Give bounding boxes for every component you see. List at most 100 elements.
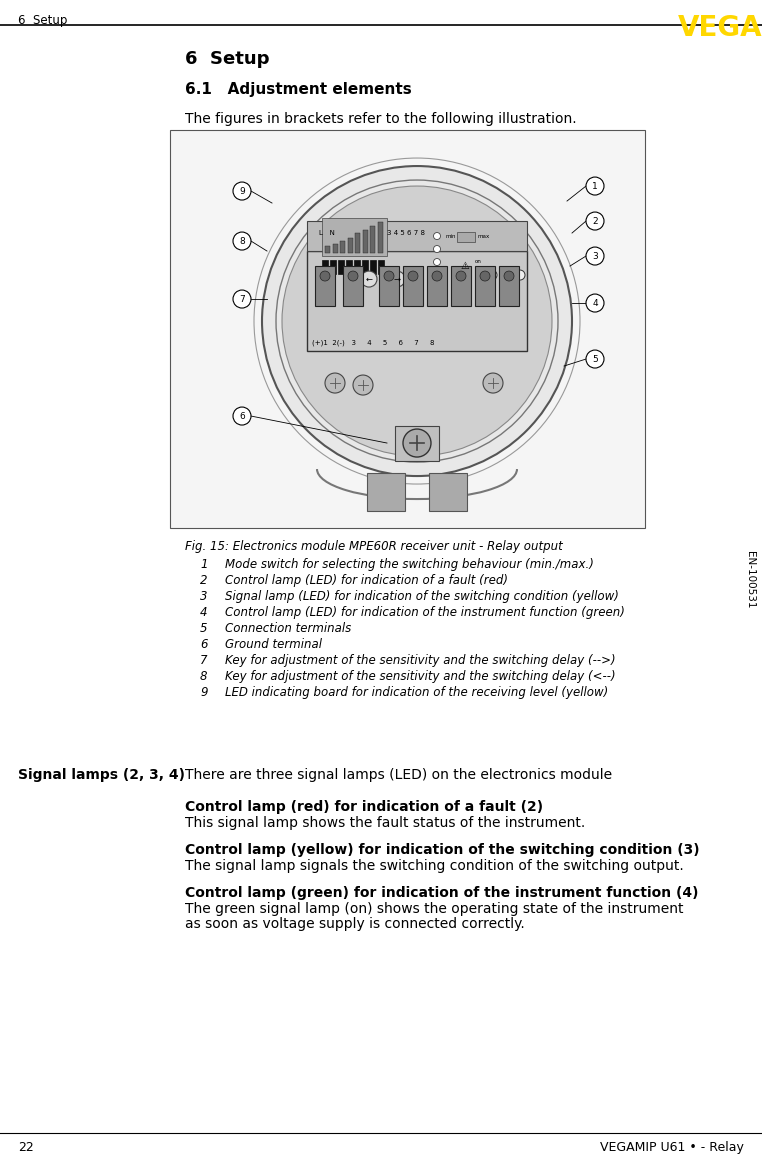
Text: ←: ← bbox=[366, 275, 373, 283]
Bar bbox=[367, 474, 405, 511]
Circle shape bbox=[504, 271, 514, 281]
Text: 6.1   Adjustment elements: 6.1 Adjustment elements bbox=[185, 82, 411, 97]
Text: L   N: L N bbox=[319, 230, 335, 236]
Text: on: on bbox=[475, 259, 482, 263]
Bar bbox=[325, 246, 330, 253]
Circle shape bbox=[233, 407, 251, 425]
Bar bbox=[403, 266, 423, 306]
Text: 3: 3 bbox=[592, 252, 598, 261]
Text: as soon as voltage supply is connected correctly.: as soon as voltage supply is connected c… bbox=[185, 917, 525, 931]
Text: →: → bbox=[393, 275, 401, 283]
Circle shape bbox=[487, 270, 497, 280]
Circle shape bbox=[586, 350, 604, 368]
Text: Control lamp (yellow) for indication of the switching condition (3): Control lamp (yellow) for indication of … bbox=[185, 843, 700, 857]
Text: 6  Setup: 6 Setup bbox=[18, 14, 67, 27]
Bar bbox=[363, 230, 367, 253]
Bar bbox=[395, 426, 439, 461]
Text: max: max bbox=[477, 233, 489, 239]
Circle shape bbox=[432, 271, 442, 281]
Text: min: min bbox=[445, 233, 456, 239]
Text: 8: 8 bbox=[239, 237, 245, 246]
Circle shape bbox=[320, 271, 330, 281]
Circle shape bbox=[353, 375, 373, 395]
Bar bbox=[370, 226, 375, 253]
Circle shape bbox=[408, 271, 418, 281]
Text: 9: 9 bbox=[239, 187, 245, 195]
Bar bbox=[429, 474, 467, 511]
Bar bbox=[322, 218, 387, 256]
Circle shape bbox=[434, 232, 440, 239]
Circle shape bbox=[480, 271, 490, 281]
Text: (+)1  2(-)   3     4     5     6     7     8: (+)1 2(-) 3 4 5 6 7 8 bbox=[312, 340, 434, 346]
Circle shape bbox=[456, 271, 466, 281]
Bar bbox=[347, 238, 353, 253]
Bar bbox=[475, 266, 495, 306]
Bar bbox=[322, 260, 328, 274]
Circle shape bbox=[233, 232, 251, 249]
Circle shape bbox=[586, 177, 604, 195]
Bar bbox=[362, 260, 368, 274]
Bar bbox=[332, 244, 338, 253]
Circle shape bbox=[434, 246, 440, 253]
Text: Signal lamp (LED) for indication of the switching condition (yellow): Signal lamp (LED) for indication of the … bbox=[225, 590, 619, 603]
Bar bbox=[379, 266, 399, 306]
Text: 2: 2 bbox=[200, 574, 207, 587]
Circle shape bbox=[282, 186, 552, 456]
Circle shape bbox=[515, 270, 525, 280]
Text: Mode switch for selecting the switching behaviour (min./max.): Mode switch for selecting the switching … bbox=[225, 558, 594, 571]
Circle shape bbox=[233, 290, 251, 308]
Text: 6  Setup: 6 Setup bbox=[185, 50, 270, 68]
Bar bbox=[330, 260, 336, 274]
Text: 8: 8 bbox=[200, 670, 207, 683]
Text: Control lamp (LED) for indication of a fault (red): Control lamp (LED) for indication of a f… bbox=[225, 574, 508, 587]
Circle shape bbox=[586, 295, 604, 312]
Bar bbox=[307, 221, 527, 251]
Text: Ground terminal: Ground terminal bbox=[225, 638, 322, 651]
Bar bbox=[451, 266, 471, 306]
Bar bbox=[457, 232, 475, 243]
Text: There are three signal lamps (LED) on the electronics module: There are three signal lamps (LED) on th… bbox=[185, 768, 612, 782]
Text: The signal lamp signals the switching condition of the switching output.: The signal lamp signals the switching co… bbox=[185, 859, 684, 873]
Circle shape bbox=[361, 271, 377, 288]
Circle shape bbox=[348, 271, 358, 281]
Bar bbox=[346, 260, 352, 274]
Circle shape bbox=[403, 429, 431, 457]
Text: 7: 7 bbox=[200, 654, 207, 666]
Text: The green signal lamp (on) shows the operating state of the instrument: The green signal lamp (on) shows the ope… bbox=[185, 902, 684, 916]
Text: EN-100531: EN-100531 bbox=[745, 551, 755, 609]
Bar bbox=[377, 222, 383, 253]
Bar bbox=[370, 260, 376, 274]
Text: Fig. 15: Electronics module MPE60R receiver unit - Relay output: Fig. 15: Electronics module MPE60R recei… bbox=[185, 541, 563, 553]
Circle shape bbox=[483, 373, 503, 393]
Text: The figures in brackets refer to the following illustration.: The figures in brackets refer to the fol… bbox=[185, 112, 577, 126]
Bar bbox=[340, 241, 345, 253]
Bar bbox=[338, 260, 344, 274]
Circle shape bbox=[325, 373, 345, 393]
Text: Signal lamps (2, 3, 4): Signal lamps (2, 3, 4) bbox=[18, 768, 185, 782]
Text: Key for adjustment of the sensitivity and the switching delay (<--): Key for adjustment of the sensitivity an… bbox=[225, 670, 616, 683]
Text: 6: 6 bbox=[200, 638, 207, 651]
Circle shape bbox=[501, 270, 511, 280]
Text: 1: 1 bbox=[200, 558, 207, 571]
Text: Control lamp (red) for indication of a fault (2): Control lamp (red) for indication of a f… bbox=[185, 800, 543, 814]
Text: 3: 3 bbox=[200, 590, 207, 603]
Text: 2: 2 bbox=[592, 216, 598, 225]
Text: 4: 4 bbox=[592, 298, 598, 307]
Bar bbox=[378, 260, 384, 274]
Text: 5: 5 bbox=[200, 623, 207, 635]
Bar bbox=[307, 251, 527, 351]
Text: 3 4 5 6 7 8: 3 4 5 6 7 8 bbox=[387, 230, 425, 236]
Bar bbox=[170, 131, 645, 528]
Circle shape bbox=[233, 182, 251, 200]
Text: ⚠: ⚠ bbox=[460, 261, 469, 271]
Circle shape bbox=[586, 247, 604, 264]
Text: 9: 9 bbox=[200, 686, 207, 699]
Circle shape bbox=[389, 271, 405, 288]
Text: VEGAMIP U61 • - Relay: VEGAMIP U61 • - Relay bbox=[600, 1141, 744, 1154]
Circle shape bbox=[434, 259, 440, 266]
Bar bbox=[499, 266, 519, 306]
Text: 5: 5 bbox=[592, 355, 598, 364]
Bar bbox=[315, 266, 335, 306]
Text: Connection terminals: Connection terminals bbox=[225, 623, 351, 635]
Bar bbox=[343, 266, 363, 306]
